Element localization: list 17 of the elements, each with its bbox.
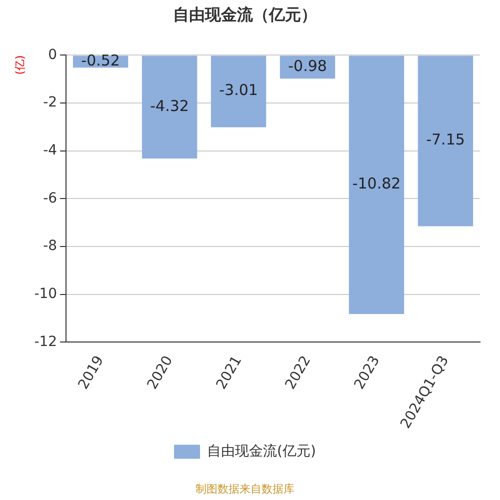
legend-label: 自由现金流(亿元) [207, 443, 316, 460]
y-axis-title: (亿) [13, 55, 26, 75]
y-tick-label: -6 [43, 190, 58, 206]
data-label: -7.15 [426, 130, 465, 149]
y-tick-label: -12 [34, 334, 58, 350]
data-label: -4.32 [150, 96, 189, 115]
y-tick-label: -10 [34, 286, 58, 302]
y-tick-label: 0 [48, 46, 58, 63]
y-tick-label: -2 [43, 94, 58, 111]
data-label: -0.52 [81, 51, 120, 70]
text: 制图数据来自数据库 [196, 482, 294, 496]
y-tick-label: -4 [43, 142, 58, 159]
y-tick-label: -8 [43, 238, 58, 254]
data-label: -10.82 [352, 174, 401, 192]
data-label: -3.01 [219, 81, 258, 100]
data-label: -0.98 [288, 56, 327, 75]
chart-title: 自由现金流（亿元） [173, 4, 317, 24]
